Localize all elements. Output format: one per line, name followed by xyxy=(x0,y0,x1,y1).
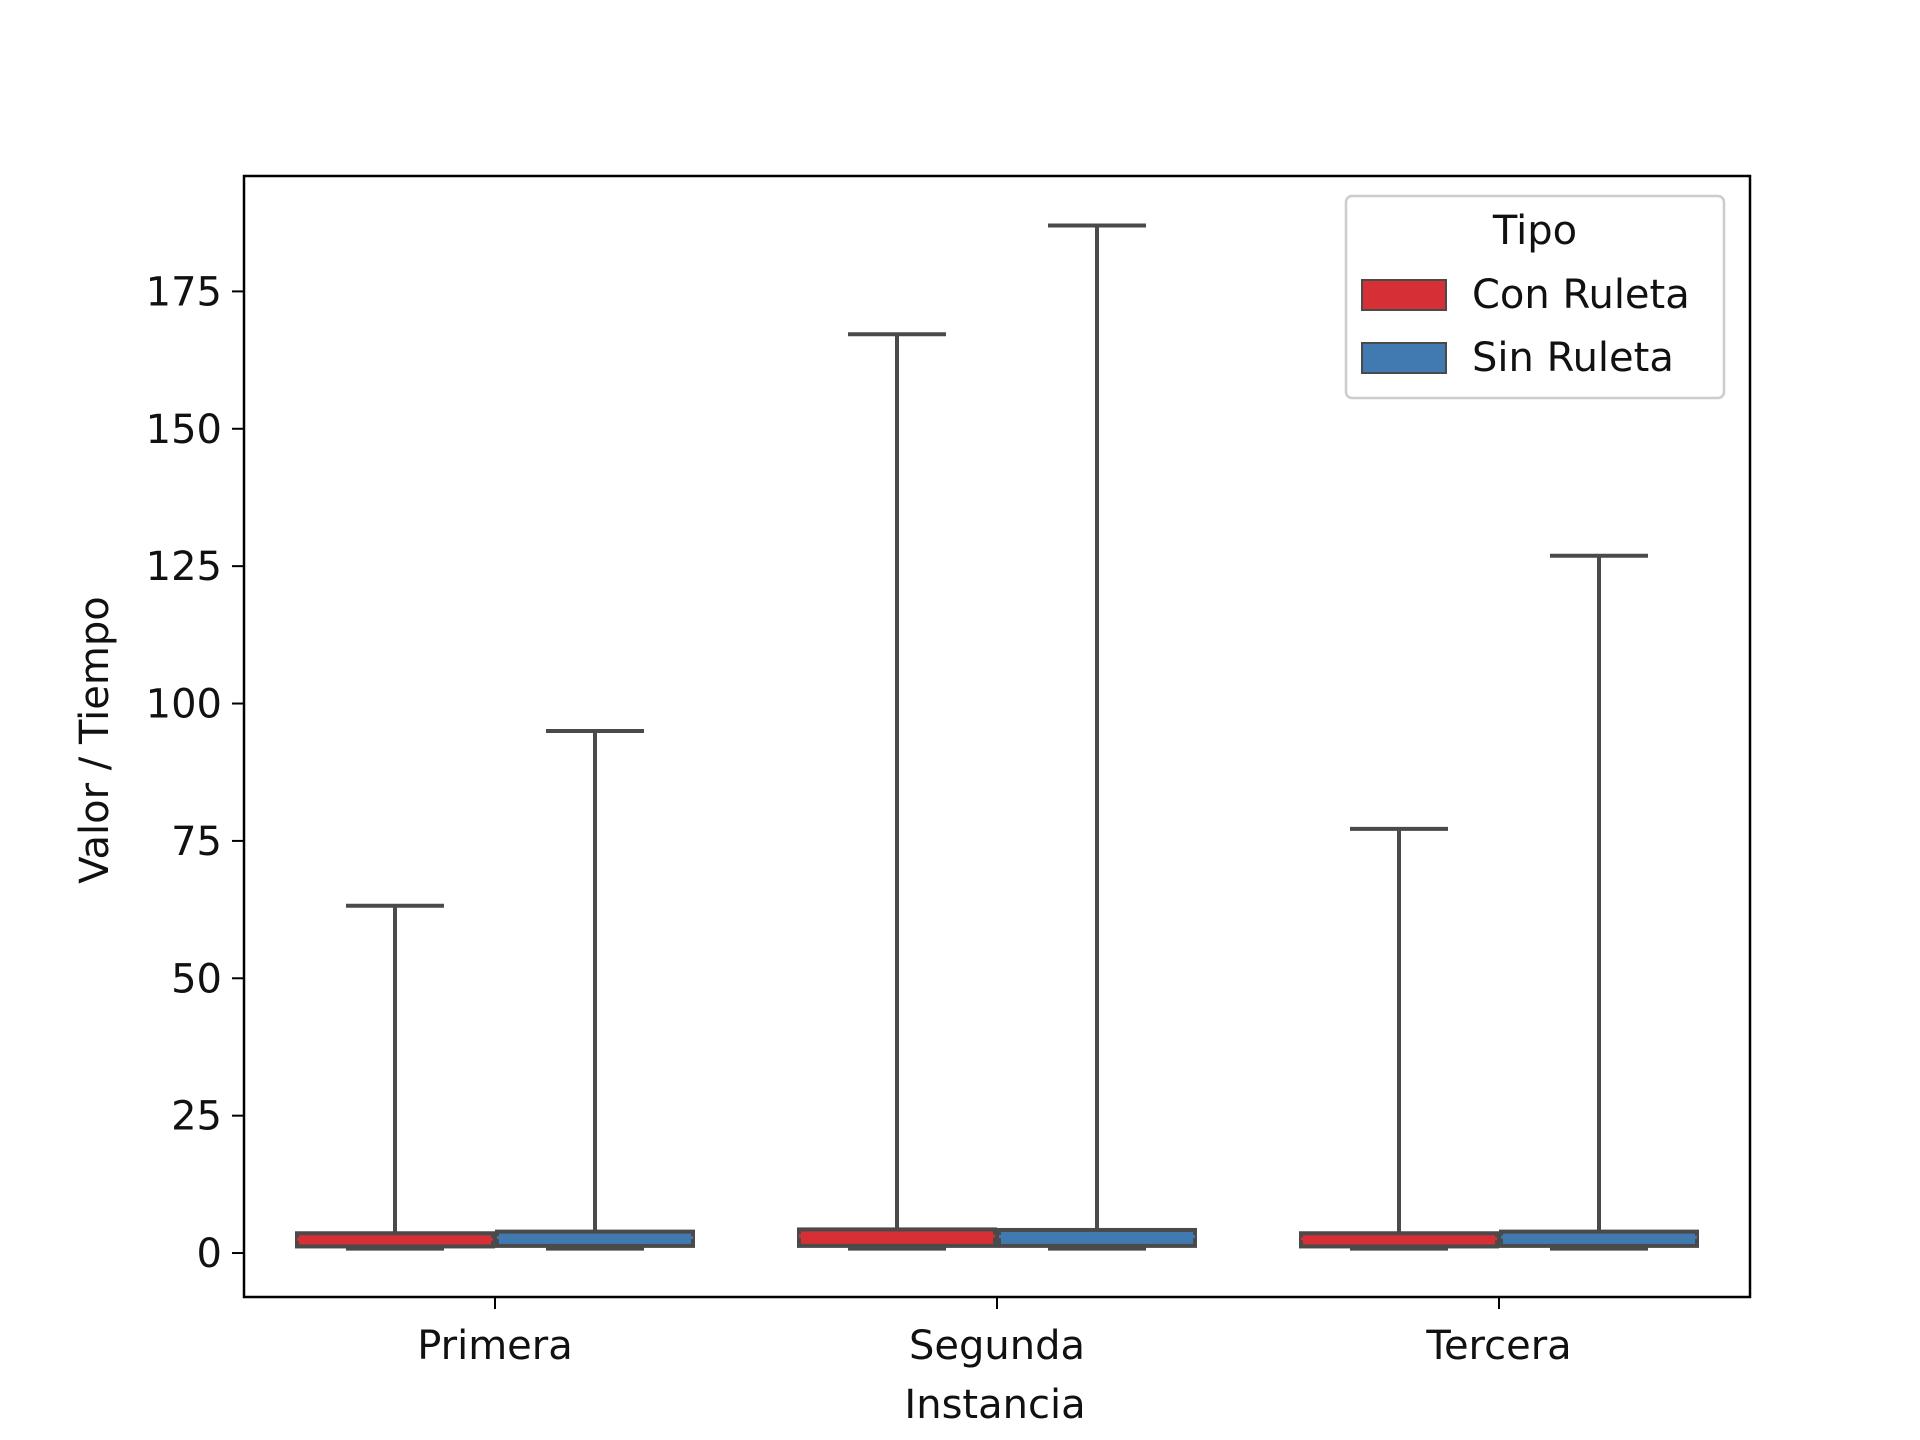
x-axis: Primera Segunda Tercera xyxy=(417,1297,1572,1369)
box-body xyxy=(1499,1229,1699,1248)
box-sin-ruleta-tercera xyxy=(1499,553,1699,1251)
box-con-ruleta-tercera xyxy=(1299,826,1499,1251)
y-tick-label: 175 xyxy=(146,269,222,315)
legend-title: Tipo xyxy=(1492,208,1577,254)
x-axis-label: Instancia xyxy=(904,1382,1085,1428)
legend: Tipo Con Ruleta Sin Ruleta xyxy=(1344,194,1726,400)
y-tick-label: 75 xyxy=(171,819,222,865)
y-tick-label: 50 xyxy=(171,956,222,1002)
x-tick-label: Tercera xyxy=(1425,1323,1571,1369)
legend-swatch xyxy=(1361,279,1447,311)
legend-entry-label: Con Ruleta xyxy=(1472,272,1690,318)
plot-area xyxy=(242,174,1752,1299)
y-tick-label: 125 xyxy=(146,544,222,590)
legend-entry-label: Sin Ruleta xyxy=(1472,335,1674,381)
legend-swatch xyxy=(1361,342,1447,374)
x-tick-label: Segunda xyxy=(909,1323,1085,1369)
y-tick-label: 150 xyxy=(146,407,222,453)
box-con-ruleta-primera xyxy=(295,903,495,1251)
box-con-ruleta-segunda xyxy=(797,332,997,1251)
box-sin-ruleta-primera xyxy=(495,729,695,1251)
box-sin-ruleta-segunda xyxy=(997,223,1197,1251)
y-tick-label: 0 xyxy=(197,1231,222,1277)
y-axis: 0 25 50 75 100 125 150 175 xyxy=(146,269,244,1277)
y-axis-label: Valor / Tiempo xyxy=(72,596,118,883)
y-tick-label: 100 xyxy=(146,682,222,728)
box-body xyxy=(797,1227,997,1248)
x-tick-label: Primera xyxy=(417,1323,573,1369)
y-tick-label: 25 xyxy=(171,1094,222,1140)
